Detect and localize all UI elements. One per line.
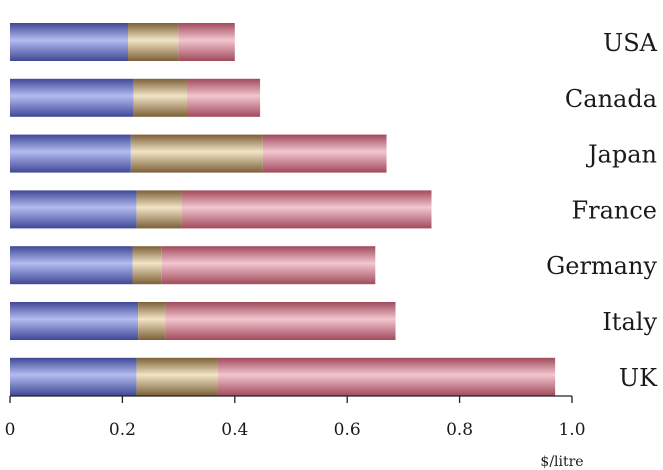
bar-segment-japan-1: [10, 134, 131, 173]
x-tick-label: 0.4: [221, 420, 248, 440]
bar-segment-germany-1: [10, 246, 133, 285]
bars-group: [10, 23, 556, 396]
category-label-italy: Italy: [602, 308, 657, 336]
bar-segment-canada-2: [133, 78, 188, 117]
x-tick-label: 0.2: [109, 420, 136, 440]
bar-segment-germany-2: [132, 246, 162, 285]
bar-segment-italy-3: [165, 302, 396, 340]
bar-segment-usa-3: [178, 23, 235, 61]
category-label-france: France: [571, 196, 657, 224]
bar-segment-uk-3: [217, 357, 556, 396]
category-label-usa: USA: [603, 29, 658, 57]
category-label-germany: Germany: [546, 252, 657, 280]
bar-segment-france-3: [181, 190, 432, 229]
category-label-uk: UK: [619, 364, 658, 392]
x-tick-label: 0.8: [446, 420, 473, 440]
x-tick-label: 0: [5, 420, 16, 440]
bar-segment-canada-1: [10, 78, 134, 117]
bar-segment-uk-1: [10, 357, 137, 396]
category-label-canada: Canada: [565, 85, 657, 113]
bar-segment-japan-2: [130, 134, 263, 173]
bar-segment-italy-1: [10, 302, 139, 340]
bar-segment-japan-3: [262, 134, 387, 173]
bar-segment-usa-1: [10, 23, 129, 61]
bar-segment-france-2: [136, 190, 182, 229]
category-labels-group: USA Canada Japan France Germany Italy UK: [546, 29, 658, 392]
x-axis-unit-label: $/litre: [540, 454, 583, 470]
x-tick-label: 1.0: [558, 420, 585, 440]
x-tick-label: 0.6: [334, 420, 361, 440]
bar-segment-italy-2: [138, 302, 166, 340]
bar-segment-usa-2: [128, 23, 179, 61]
x-axis-ticks-group: 0 0.2 0.4 0.6 0.8 1.0: [5, 396, 586, 440]
bar-segment-germany-3: [161, 246, 376, 285]
bar-segment-france-1: [10, 190, 137, 229]
bar-segment-canada-3: [187, 78, 261, 117]
category-label-japan: Japan: [585, 141, 657, 169]
bar-segment-uk-2: [136, 357, 218, 396]
